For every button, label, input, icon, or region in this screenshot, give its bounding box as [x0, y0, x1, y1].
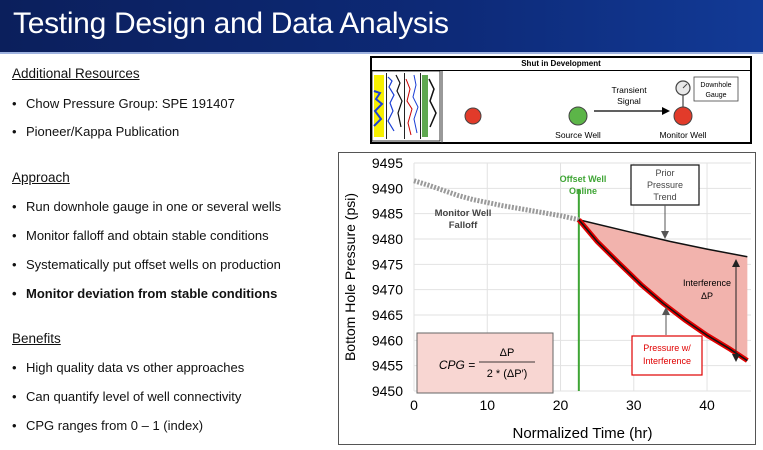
source-well-label: Source Well: [555, 130, 601, 140]
bullet-icon: •: [12, 418, 17, 433]
bullet-text: High quality data vs other approaches: [26, 360, 245, 375]
bullet-text: Chow Pressure Group: SPE 191407: [26, 96, 235, 111]
y-tick-label: 9470: [372, 282, 403, 298]
shut-in-diagram: Shut in Development Source Well Transien…: [370, 56, 752, 144]
x-axis-label: Normalized Time (hr): [512, 425, 652, 442]
y-tick-label: 9465: [372, 307, 403, 323]
list-item: • High quality data vs other approaches: [12, 360, 244, 375]
bullet-text: Run downhole gauge in one or several wel…: [26, 199, 282, 214]
slide-title: Testing Design and Data Analysis: [13, 7, 449, 40]
title-divider: [0, 52, 763, 54]
formula-denominator: 2 * (ΔP′): [487, 368, 528, 380]
list-item: • Can quantify level of well connectivity: [12, 389, 241, 404]
list-item: • Monitor falloff and obtain stable condi…: [12, 228, 269, 243]
y-tick-label: 9455: [372, 358, 403, 374]
bullet-text: Monitor deviation from stable conditions: [26, 286, 278, 301]
bullet-icon: •: [12, 228, 17, 243]
title-bar: Testing Design and Data Analysis: [0, 0, 763, 52]
gauge-label-1: Downhole: [700, 82, 731, 89]
section-heading-approach: Approach: [12, 170, 70, 185]
arrow-up-icon: [662, 307, 670, 315]
pw-annotation-1: Pressure w/: [643, 343, 691, 353]
list-item: • Chow Pressure Group: SPE 191407: [12, 96, 235, 111]
offset-well-annotation-2: Online: [569, 186, 597, 196]
series-pressure-with-interference-core: [578, 219, 748, 362]
list-item: • Pioneer/Kappa Publication: [12, 124, 179, 139]
formula-numerator: ΔP: [500, 347, 515, 359]
bullet-icon: •: [12, 389, 17, 404]
prior-annotation-1: Prior: [655, 168, 674, 178]
falloff-annotation-1: Monitor Well: [435, 208, 492, 219]
y-tick-label: 9480: [372, 231, 403, 247]
arrow-right-icon: [662, 107, 670, 115]
y-tick-label: 9475: [372, 256, 403, 272]
y-tick-label: 9495: [372, 155, 403, 171]
monitor-well-label: Monitor Well: [659, 130, 706, 140]
y-tick-label: 9490: [372, 180, 403, 196]
x-tick-label: 30: [626, 397, 642, 413]
bullet-icon: •: [12, 96, 17, 111]
interference-fill-area: [578, 219, 748, 361]
section-heading-resources: Additional Resources: [12, 66, 140, 81]
series-falloff: [413, 178, 580, 223]
prior-annotation-2: Pressure: [647, 180, 683, 190]
arrow-down-icon: [732, 354, 740, 362]
arrow-down-icon: [661, 231, 669, 239]
list-item: • CPG ranges from 0 – 1 (index): [12, 418, 203, 433]
offset-well-annotation-1: Offset Well: [560, 174, 607, 184]
bullet-icon: •: [12, 360, 17, 375]
section-heading-benefits: Benefits: [12, 331, 61, 346]
list-item: • Monitor deviation from stable condition…: [12, 286, 277, 301]
bullet-text: CPG ranges from 0 – 1 (index): [26, 418, 204, 433]
pw-annotation-2: Interference: [643, 356, 691, 366]
bullet-icon: •: [12, 199, 17, 214]
signal-label-1: Transient: [611, 85, 647, 95]
offset-well-icon: [464, 107, 482, 125]
gauge-label-2: Gauge: [705, 92, 726, 99]
pressure-chart: 9495 9490 9485 9480 9475 9470 9465 9460 9455 9450…: [342, 155, 751, 442]
arrow-up-icon: [732, 259, 740, 267]
x-tick-label: 20: [553, 397, 569, 413]
interference-callout: [631, 335, 703, 376]
bullet-text: Pioneer/Kappa Publication: [26, 124, 180, 139]
y-tick-label: 9485: [372, 206, 403, 222]
bullet-text: Systematically put offset wells on produ…: [26, 257, 281, 272]
well-log-icon: [372, 71, 441, 142]
bullet-text: Monitor falloff and obtain stable condit…: [26, 228, 269, 243]
y-axis-label: Bottom Hole Pressure (psi): [342, 193, 358, 361]
source-well-icon: [568, 106, 588, 126]
y-tick-label: 9460: [372, 332, 403, 348]
x-tick-label: 0: [410, 397, 418, 413]
cpg-formula-box: [416, 332, 554, 394]
y-tick-label: 9450: [372, 383, 403, 399]
list-item: • Systematically put offset wells on prod…: [12, 257, 281, 272]
bullet-text: Can quantify level of well connectivity: [26, 389, 242, 404]
monitor-well-icon: [673, 106, 693, 126]
prior-trend-callout: [630, 164, 700, 206]
x-tick-label: 10: [479, 397, 495, 413]
interference-annotation-2: ΔP: [701, 291, 713, 301]
axis-ticks: 9495 9490 9485 9480 9475 9470 9465 9460 9455 9450…: [372, 155, 715, 413]
series-prior-trend: [578, 219, 748, 258]
bullet-icon: •: [12, 257, 17, 272]
diagram-canvas: Source Well Transient Signal Monitor Wel…: [372, 71, 739, 143]
falloff-annotation-2: Falloff: [449, 220, 478, 231]
prior-annotation-3: Trend: [653, 192, 676, 202]
bullet-icon: •: [12, 124, 17, 139]
chart-panel: 9495 9490 9485 9480 9475 9470 9465 9460 9455 9450…: [338, 152, 756, 445]
interference-annotation-1: Interference: [683, 278, 731, 288]
bullet-icon: •: [12, 286, 17, 301]
list-item: • Run downhole gauge in one or several we…: [12, 199, 281, 214]
signal-label-2: Signal: [617, 96, 641, 106]
x-tick-label: 40: [699, 397, 715, 413]
diagram-header: Shut in Development: [372, 58, 750, 71]
formula-lhs: CPG =: [439, 358, 475, 372]
